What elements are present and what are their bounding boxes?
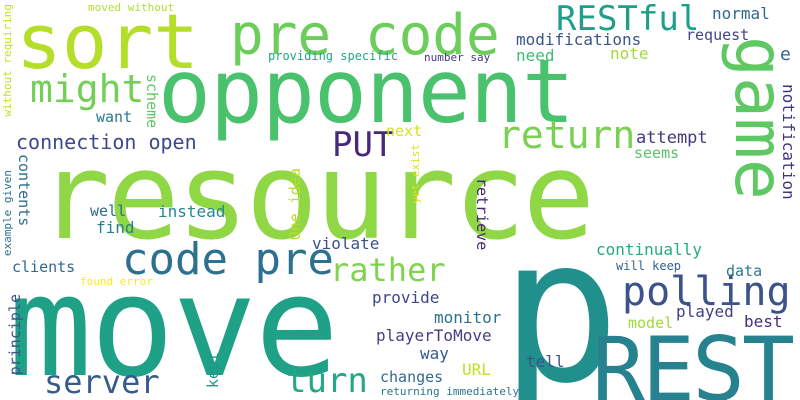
word-turn: turn <box>286 361 368 400</box>
word-played: played <box>676 302 734 321</box>
word-without-requiring: without requiring <box>1 4 14 117</box>
word-modifications: modifications <box>516 30 642 49</box>
word-changes: changes <box>380 368 444 386</box>
word-connection-open: connection open <box>16 130 197 154</box>
word-contents: contents <box>15 154 33 227</box>
word-polling: polling <box>622 269 791 315</box>
word-providing-specific: providing specific <box>268 49 399 63</box>
word-need: need <box>516 46 555 65</box>
word-request: request <box>686 26 750 44</box>
word-returning-immediately: returning immediately <box>380 385 520 398</box>
word-instead: instead <box>158 202 226 221</box>
word-playerToMove: playerToMove <box>376 326 492 345</box>
word-yet-exist: yet exist <box>409 144 422 204</box>
word-kept: kept <box>204 352 222 389</box>
word-scheme: scheme <box>143 74 161 129</box>
word-attempt: attempt <box>636 128 708 148</box>
word-code-pre: code pre <box>122 234 334 285</box>
word-found-error: found error <box>80 275 153 288</box>
word-number-say: number say <box>424 51 491 64</box>
word-move: move <box>8 246 339 400</box>
word-rather: rather <box>330 251 446 289</box>
word-provide: provide <box>372 288 440 307</box>
word-will-keep: will keep <box>616 259 682 273</box>
word-monitor: monitor <box>434 308 502 327</box>
word-way: way <box>420 344 449 363</box>
word-data: data <box>726 262 763 280</box>
word-p: p <box>500 195 621 400</box>
word-e: e <box>780 44 791 65</box>
word-sort: sort <box>16 0 200 86</box>
word-tell: tell <box>526 352 565 371</box>
word-might: might <box>30 67 145 111</box>
word-retrieve: retrieve <box>473 178 491 251</box>
word-violate: violate <box>312 234 380 253</box>
word-find: find <box>96 218 135 237</box>
word-URL: URL <box>462 360 491 379</box>
word-next: next <box>386 122 423 140</box>
word-opponent: opponent <box>158 40 575 143</box>
word-RESTful: RESTful <box>556 0 700 39</box>
word-best: best <box>744 312 783 331</box>
word-moved-without: moved without <box>88 1 175 14</box>
word-One-idea: One idea <box>286 168 304 241</box>
word-PUT: PUT <box>332 125 394 165</box>
word-seems: seems <box>634 144 680 162</box>
word-REST: REST <box>592 318 795 400</box>
word-note: note <box>610 44 649 63</box>
word-model: model <box>628 314 674 332</box>
word-well: well <box>90 202 127 220</box>
word-pre-code: pre code <box>230 3 500 68</box>
word-normal: normal <box>712 4 770 23</box>
word-continually: continually <box>596 240 702 259</box>
word-want: want <box>96 108 133 126</box>
word-clients: clients <box>12 258 76 276</box>
word-return: return <box>498 113 636 157</box>
word-server: server <box>44 363 160 400</box>
word-example-given: example given <box>1 170 14 257</box>
word-resource: resource <box>38 128 595 267</box>
word-notification: notification <box>779 84 798 200</box>
word-principle: principle <box>6 294 24 376</box>
